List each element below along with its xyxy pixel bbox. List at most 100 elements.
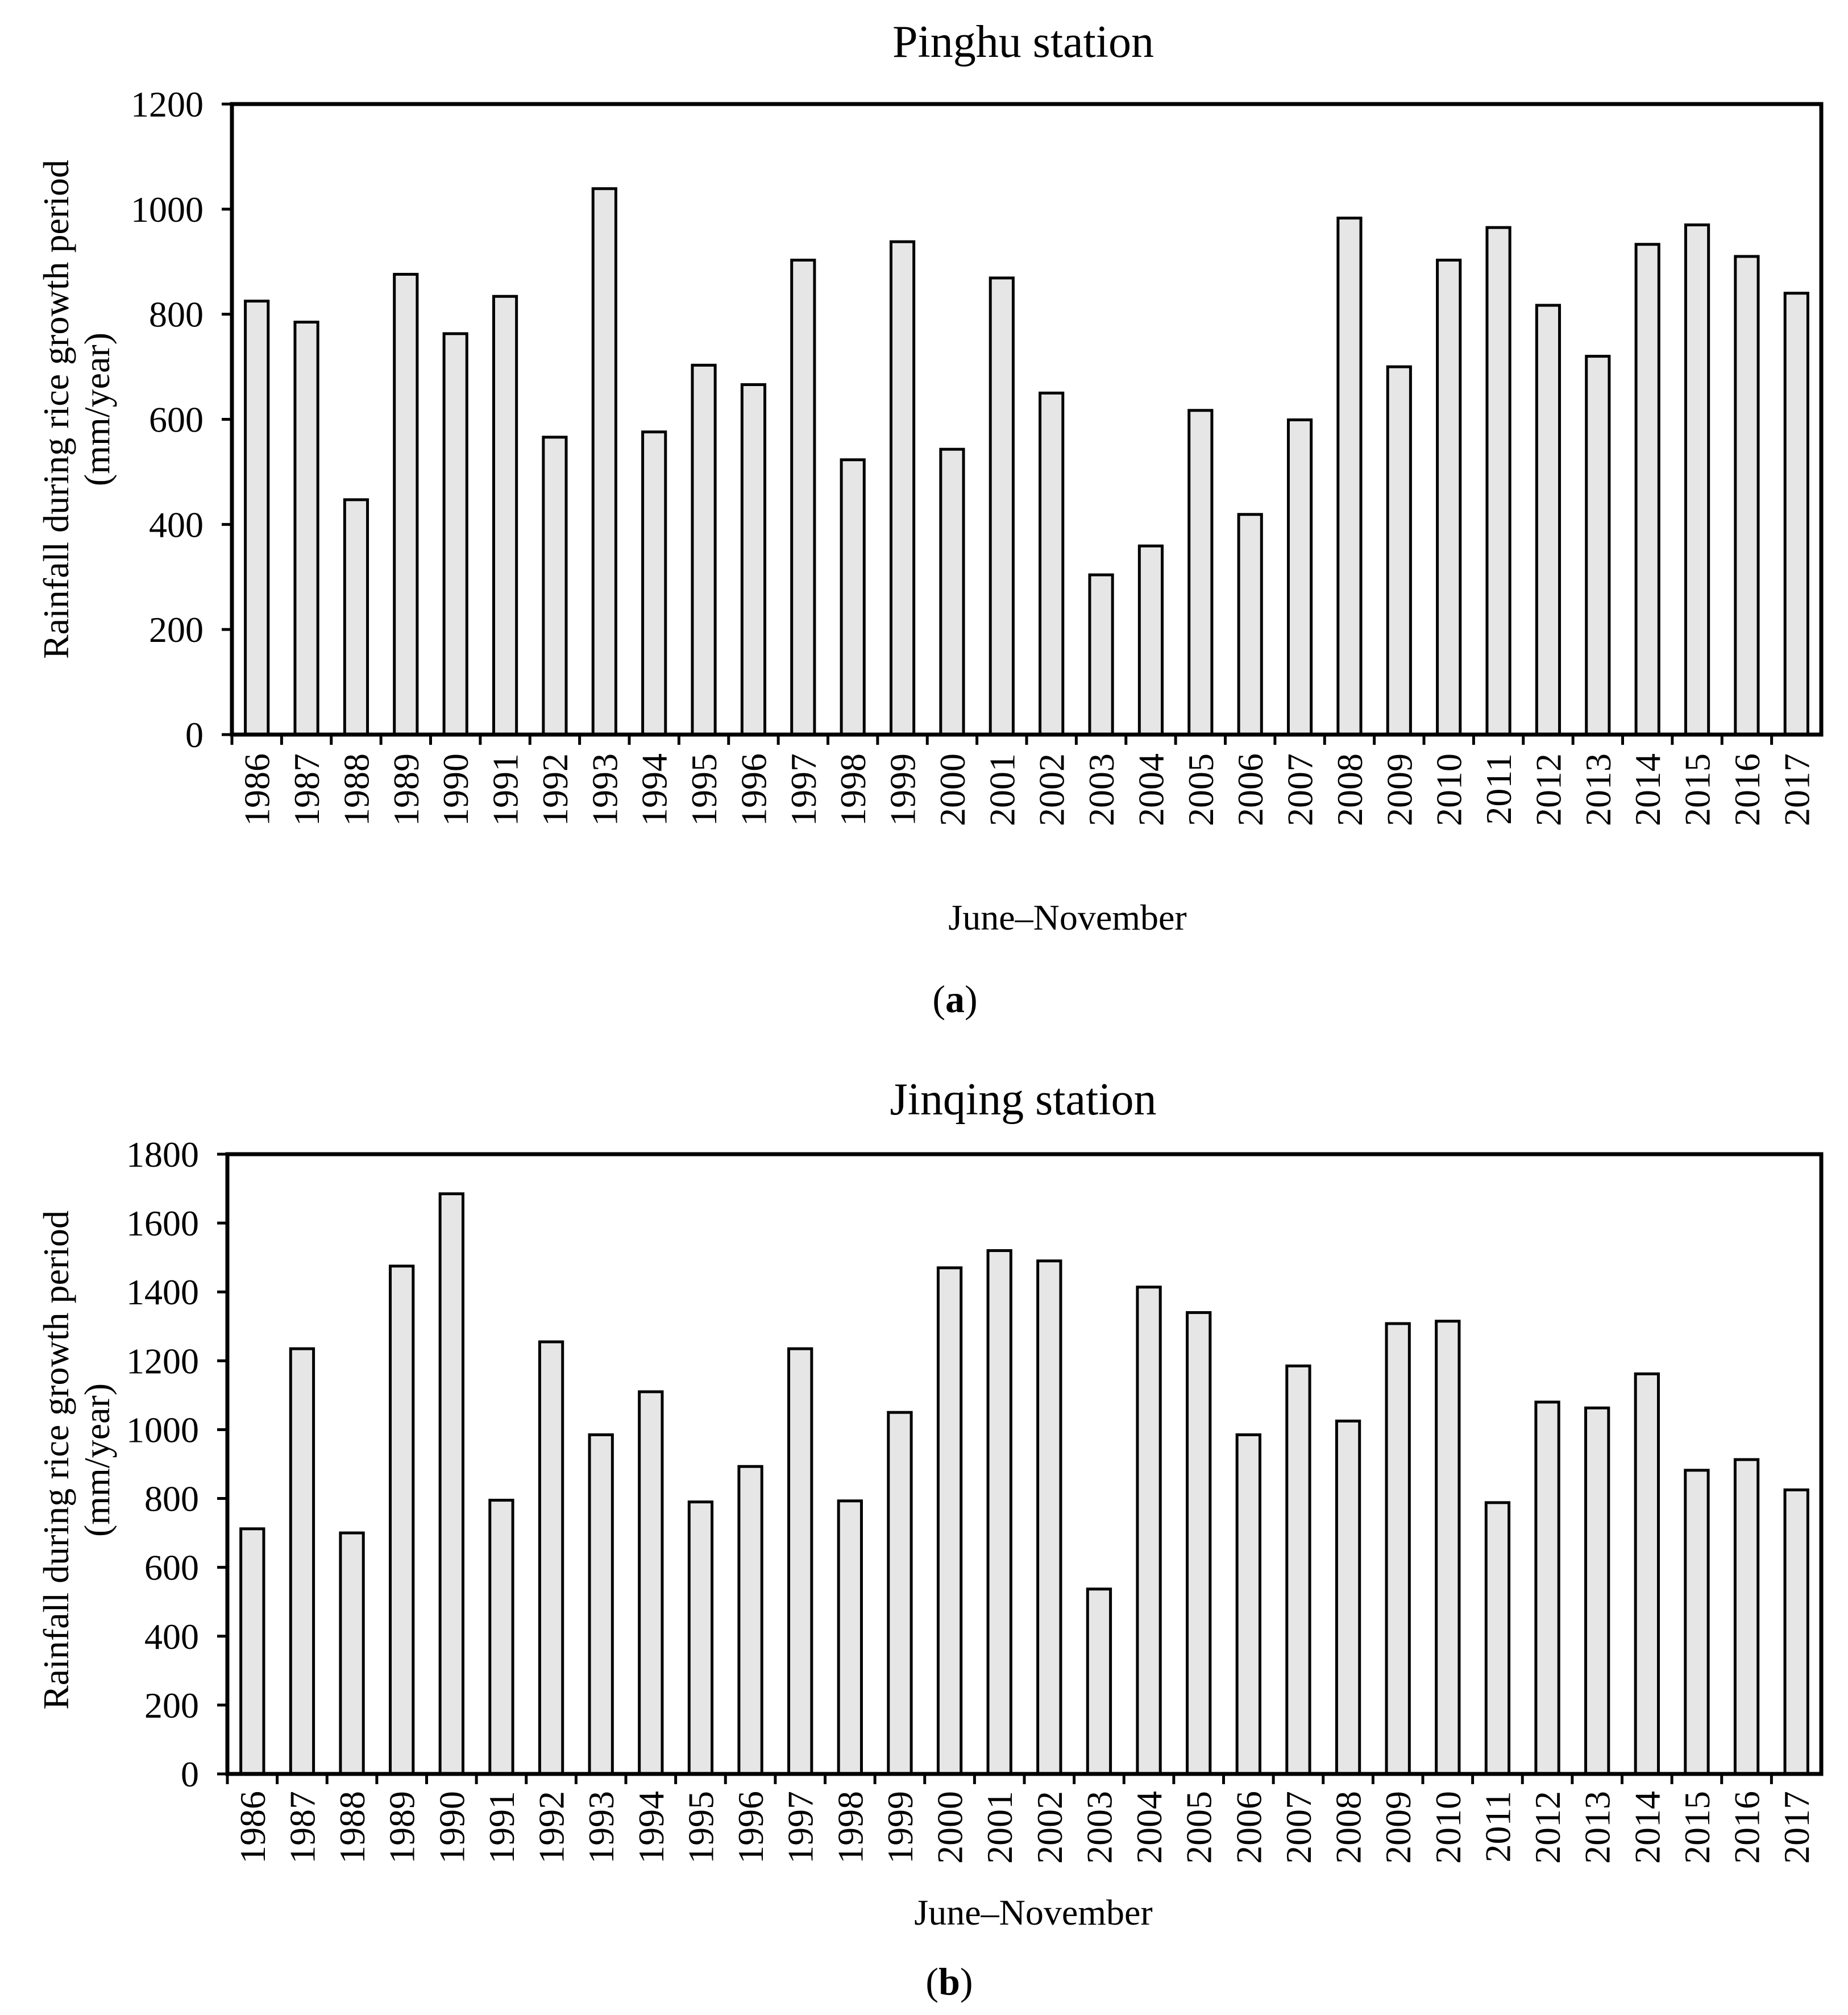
y-tick-label: 1200 [131,84,204,125]
x-tick-label: 2017 [1776,1791,1817,1864]
x-tick-label: 1998 [830,1791,870,1864]
x-tick-label: 2004 [1131,753,1171,826]
x-tick-labels: 1986 1987 1988 1989 1990 1991 1992 1993 1994 1995… [230,735,1817,826]
x-tick-label: 2001 [979,1791,1020,1864]
bar-1998 [840,458,866,736]
x-tick-label: 1996 [733,753,774,826]
bar-1994 [638,1390,664,1776]
bar-2005 [1187,409,1214,736]
bar-2000 [936,1266,963,1776]
x-tick-label: 1992 [535,753,575,826]
jinqing-chart: Jinqing station Rainfall during rice gro… [36,1075,1824,2003]
bar-1986 [244,300,270,736]
x-tick-label: 2013 [1578,753,1618,826]
x-tick-label: 2002 [1029,1791,1070,1864]
bar-2011 [1485,226,1511,736]
x-tick-label: 2001 [982,753,1022,826]
x-tick-label: 1989 [382,1791,422,1864]
bar-2002 [1036,1259,1062,1776]
bar-2011 [1484,1501,1511,1776]
x-tick-label: 1990 [431,1791,472,1864]
bar-2002 [1039,391,1065,736]
bar-2003 [1088,573,1114,736]
bar-1997 [787,1347,813,1776]
x-tick-label: 2008 [1330,753,1370,826]
chart-title: Pinghu station [892,17,1154,67]
x-tick-label: 1991 [485,753,526,826]
x-tick-label: 1999 [883,753,923,826]
y-axis-label-line2: (mm/year) [77,1383,117,1537]
panel-label: (b) [925,1960,973,2003]
y-tick-label: 400 [144,1616,199,1657]
bar-1994 [641,430,667,736]
x-tick-label: 2015 [1677,1791,1717,1864]
y-tick-label: 1400 [126,1272,199,1312]
bar-1999 [889,240,916,736]
x-tick-label: 2000 [930,1791,970,1864]
x-tick-label: 2007 [1278,1791,1319,1864]
x-tick-label: 1997 [780,1791,821,1864]
y-axis-label: Rainfall during rice growth period (mm/y… [36,160,117,659]
bar-2016 [1734,255,1760,736]
x-tick-label: 1986 [232,1791,273,1864]
bar-1993 [588,1433,614,1776]
bar-2010 [1435,1320,1461,1776]
x-tick-label: 2014 [1627,753,1668,826]
plot-frame [225,1152,1824,1776]
bar-2016 [1733,1458,1760,1776]
x-tick-label: 2006 [1230,753,1270,826]
y-tick-label: 800 [144,1479,199,1519]
bar-2006 [1235,1433,1261,1776]
bar-1988 [339,1531,365,1776]
bar-1992 [542,436,568,736]
x-tick-label: 1992 [531,1791,572,1864]
x-tick-label: 1997 [783,753,824,826]
y-tick-label: 200 [149,610,204,650]
x-tick-label: 2010 [1428,1791,1468,1864]
bar-2007 [1285,1364,1311,1776]
bar-1991 [492,295,518,736]
x-tick-label: 2011 [1477,1791,1518,1863]
bar-2014 [1634,243,1660,736]
bar-1987 [289,1347,315,1776]
bar-2017 [1783,1488,1809,1776]
bar-1996 [737,1465,763,1776]
x-tick-label: 1999 [880,1791,920,1864]
x-axis-label: June–November [914,1892,1152,1933]
x-tick-label: 2016 [1727,1791,1767,1864]
y-tick-label: 1800 [126,1134,199,1175]
x-tick-label: 1998 [833,753,873,826]
bar-2012 [1534,1400,1560,1776]
y-tick-label: 600 [149,400,204,440]
x-tick-label: 2017 [1776,753,1817,826]
bar-2012 [1535,304,1562,736]
x-tick-label: 2015 [1677,753,1718,826]
bar-2004 [1137,544,1164,736]
y-tick-labels: 0 200 400 600 800 1000 1200 [131,84,232,755]
bar-1986 [239,1527,265,1776]
bar-2013 [1584,1406,1610,1776]
x-tick-label: 2009 [1378,1791,1418,1864]
bar-1996 [740,383,767,736]
x-tick-label: 1990 [435,753,476,826]
y-tick-label: 200 [144,1685,199,1726]
bar-2004 [1136,1286,1162,1776]
x-tick-label: 2004 [1129,1791,1169,1864]
bar-2017 [1783,292,1809,736]
bar-2008 [1335,1419,1361,1776]
x-tick-label: 1995 [680,1791,721,1864]
x-tick-label: 1988 [336,753,376,826]
plot-frame [230,102,1824,737]
bar-1998 [837,1499,863,1776]
bar-1995 [691,363,717,736]
bar-1989 [389,1264,415,1776]
y-axis-label-line2: (mm/year) [77,333,117,486]
x-tick-label: 2013 [1577,1791,1618,1864]
x-tick-label: 1991 [481,1791,522,1864]
bar-2003 [1086,1587,1112,1776]
x-tick-label: 1986 [237,753,277,826]
x-tick-label: 2008 [1328,1791,1369,1864]
bar-2006 [1237,513,1263,736]
panel-label: (a) [932,977,977,1021]
